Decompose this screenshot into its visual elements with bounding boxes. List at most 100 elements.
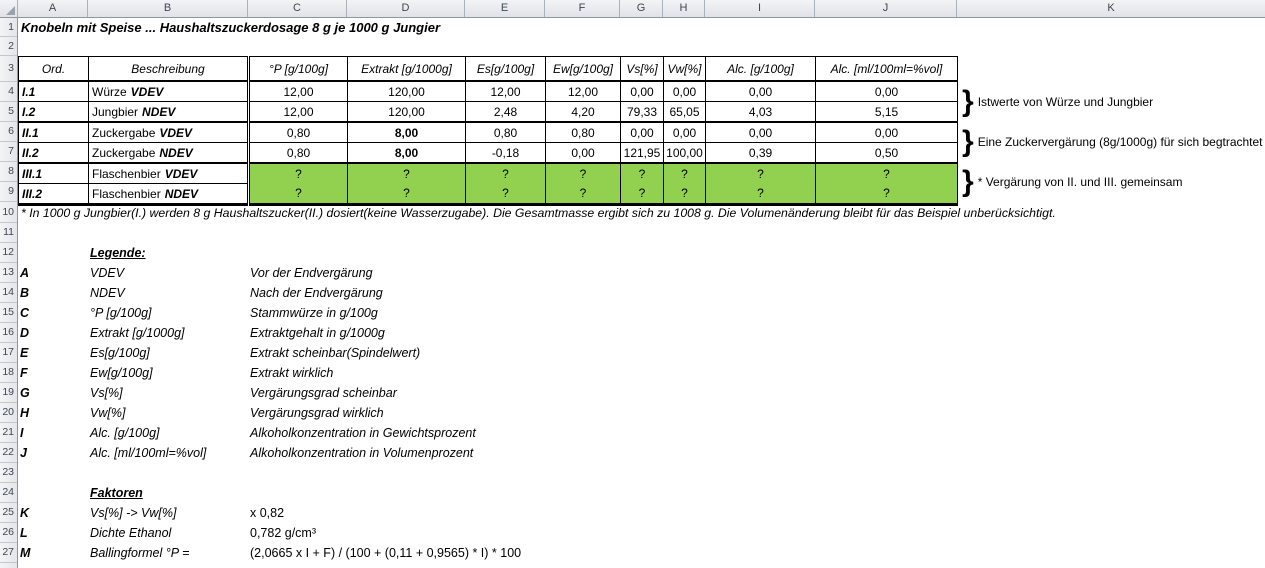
row-header[interactable]: 3 <box>0 56 17 82</box>
legend-desc[interactable]: Extrakt scheinbar(Spindelwert) <box>250 346 421 360</box>
legend-key[interactable]: B <box>20 286 30 300</box>
row-header[interactable]: 9 <box>0 182 17 202</box>
row-header[interactable]: 22 <box>0 443 17 463</box>
row-header[interactable]: 10 <box>0 202 17 223</box>
row-header[interactable]: 19 <box>0 383 17 403</box>
table-cell[interactable]: 0,50 <box>815 142 958 163</box>
legend-term[interactable]: Vw[%] <box>90 406 126 420</box>
legend-desc[interactable]: Nach der Endvergärung <box>250 286 383 300</box>
table-cell[interactable]: 0,00 <box>815 81 958 102</box>
row-header[interactable]: 24 <box>0 483 17 503</box>
table-cell[interactable]: Zuckergabe VDEV <box>88 121 249 143</box>
table-cell[interactable]: 4,20 <box>545 101 621 122</box>
table-cell[interactable]: Würze VDEV <box>88 81 249 102</box>
row-header[interactable]: 15 <box>0 303 17 323</box>
factor-key[interactable]: L <box>20 526 28 540</box>
row-header[interactable]: 16 <box>0 323 17 343</box>
table-cell[interactable]: 0,00 <box>705 81 816 102</box>
column-header-g[interactable]: G <box>620 0 663 17</box>
factor-value[interactable]: 0,782 g/cm³ <box>250 526 317 540</box>
table-cell[interactable]: III.2 <box>18 183 89 205</box>
legend-term[interactable]: Ew[g/100g] <box>90 366 153 380</box>
table-cell[interactable]: ? <box>663 162 706 184</box>
legend-desc[interactable]: Vergärungsgrad wirklich <box>250 406 384 420</box>
column-header-a[interactable]: A <box>18 0 88 17</box>
table-cell[interactable]: 12,00 <box>247 81 348 102</box>
legend-key[interactable]: D <box>20 326 30 340</box>
table-header-cell[interactable]: Beschreibung <box>88 56 249 82</box>
legend-heading[interactable]: Legende: <box>90 246 146 260</box>
table-cell[interactable]: III.1 <box>18 162 89 184</box>
table-cell[interactable]: ? <box>247 162 348 184</box>
table-cell[interactable]: 0,00 <box>545 142 621 163</box>
table-cell[interactable]: ? <box>705 183 816 205</box>
legend-key[interactable]: I <box>20 426 24 440</box>
legend-key[interactable]: G <box>20 386 30 400</box>
legend-term[interactable]: VDEV <box>90 266 125 280</box>
legend-desc[interactable]: Vor der Endvergärung <box>250 266 373 280</box>
table-header-cell[interactable]: Vw[%] <box>663 56 706 82</box>
table-cell[interactable]: ? <box>620 162 664 184</box>
table-cell[interactable]: 8,00 <box>347 121 466 143</box>
legend-term[interactable]: Extrakt [g/1000g] <box>90 326 185 340</box>
footnote[interactable]: * In 1000 g Jungbier(I.) werden 8 g Haus… <box>21 206 1056 220</box>
sheet-title[interactable]: Knobeln mit Speise ... Haushaltszuckerdo… <box>21 20 441 35</box>
row-header[interactable]: 1 <box>0 18 17 37</box>
table-cell[interactable]: 120,00 <box>347 101 466 122</box>
legend-key[interactable]: F <box>20 366 28 380</box>
table-cell[interactable]: 0,00 <box>815 121 958 143</box>
table-cell[interactable]: ? <box>347 183 466 205</box>
table-cell[interactable]: ? <box>347 162 466 184</box>
table-cell[interactable]: 79,33 <box>620 101 664 122</box>
legend-desc[interactable]: Extraktgehalt in g/1000g <box>250 326 385 340</box>
row-header[interactable]: 26 <box>0 523 17 543</box>
column-header-c[interactable]: C <box>248 0 347 17</box>
factor-value[interactable]: x 0,82 <box>250 506 285 520</box>
table-cell[interactable]: 0,80 <box>247 121 348 143</box>
table-header-cell[interactable]: °P [g/100g] <box>247 56 348 82</box>
table-cell[interactable]: 121,95 <box>620 142 664 163</box>
row-header[interactable]: 2 <box>0 37 17 56</box>
row-header[interactable]: 4 <box>0 82 17 102</box>
legend-desc[interactable]: Alkoholkonzentration in Volumenprozent <box>250 446 474 460</box>
legend-term[interactable]: Vs[%] <box>90 386 123 400</box>
legend-key[interactable]: H <box>20 406 30 420</box>
table-header-cell[interactable]: Alc. [g/100g] <box>705 56 816 82</box>
column-header-j[interactable]: J <box>815 0 957 17</box>
row-header[interactable]: 17 <box>0 343 17 363</box>
legend-desc[interactable]: Stammwürze in g/100g <box>250 306 378 320</box>
row-header[interactable]: 12 <box>0 243 17 263</box>
table-cell[interactable]: Zuckergabe NDEV <box>88 142 249 163</box>
legend-key[interactable]: J <box>20 446 27 460</box>
table-cell[interactable]: ? <box>663 183 706 205</box>
table-cell[interactable]: Jungbier NDEV <box>88 101 249 122</box>
factor-term[interactable]: Ballingformel °P = <box>90 546 190 560</box>
table-cell[interactable]: -0,18 <box>465 142 546 163</box>
table-cell[interactable]: 0,39 <box>705 142 816 163</box>
row-header[interactable]: 27 <box>0 543 17 563</box>
row-header[interactable]: 13 <box>0 263 17 283</box>
table-cell[interactable]: 8,00 <box>347 142 466 163</box>
legend-desc[interactable]: Vergärungsgrad scheinbar <box>250 386 397 400</box>
table-cell[interactable]: 0,80 <box>465 121 546 143</box>
table-cell[interactable]: ? <box>705 162 816 184</box>
table-header-cell[interactable]: Extrakt [g/1000g] <box>347 56 466 82</box>
column-header-f[interactable]: F <box>545 0 620 17</box>
row-header[interactable]: 7 <box>0 142 17 162</box>
row-header[interactable]: 20 <box>0 403 17 423</box>
table-cell[interactable]: Flaschenbier NDEV <box>88 183 249 205</box>
table-header-cell[interactable]: Vs[%] <box>620 56 664 82</box>
table-cell[interactable]: 0,00 <box>620 81 664 102</box>
table-cell[interactable]: 100,00 <box>663 142 706 163</box>
factor-value[interactable]: (2,0665 x I + F) / (100 + (0,11 + 0,9565… <box>250 546 522 560</box>
table-header-cell[interactable]: Ew[g/100g] <box>545 56 621 82</box>
select-all-corner[interactable] <box>0 0 18 17</box>
table-cell[interactable]: Flaschenbier VDEV <box>88 162 249 184</box>
table-cell[interactable]: 5,15 <box>815 101 958 122</box>
table-cell[interactable]: 0,80 <box>247 142 348 163</box>
table-cell[interactable]: 12,00 <box>465 81 546 102</box>
legend-desc[interactable]: Alkoholkonzentration in Gewichtsprozent <box>250 426 476 440</box>
table-cell[interactable]: I.1 <box>22 84 36 99</box>
brace-annotation[interactable]: } Eine Zuckervergärung (8g/1000g) für si… <box>962 122 1263 162</box>
legend-term[interactable]: NDEV <box>90 286 125 300</box>
